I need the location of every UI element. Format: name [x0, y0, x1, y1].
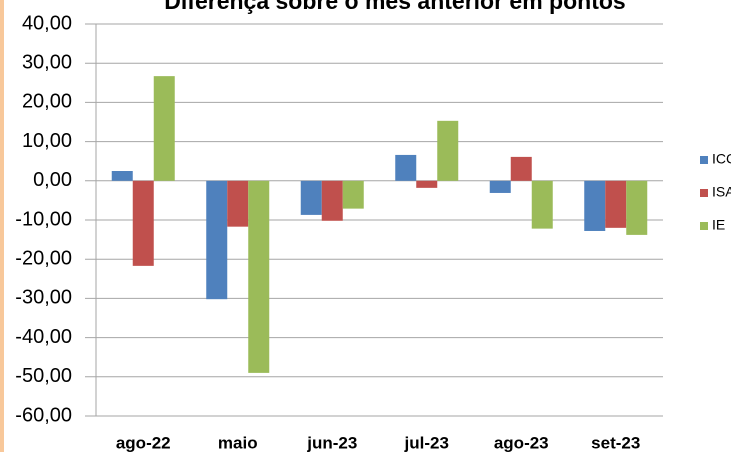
- bar: [584, 180, 606, 231]
- bar: [489, 180, 511, 193]
- y-tick-label: -60,00: [15, 404, 72, 426]
- y-tick-label: 40,00: [22, 12, 72, 34]
- y-tick-label: -20,00: [15, 247, 72, 269]
- x-tick-label: jul-23: [404, 433, 449, 452]
- x-tick-label: ago-23: [494, 433, 549, 452]
- x-tick-label: ago-22: [116, 433, 171, 452]
- y-tick-label: -40,00: [15, 326, 72, 348]
- bar: [342, 180, 364, 209]
- x-tick-label: set-23: [591, 433, 640, 452]
- chart-title: Diferença sobre o mês anterior em pontos: [164, 0, 625, 14]
- y-tick-label: 10,00: [22, 130, 72, 152]
- bar: [437, 120, 459, 181]
- bar: [395, 154, 417, 181]
- bar: [300, 180, 322, 215]
- y-tick-label: 0,00: [33, 169, 72, 191]
- bar: [206, 180, 228, 300]
- legend-label: ISA: [712, 184, 731, 200]
- legend-swatch: [700, 189, 708, 197]
- bar: [605, 180, 627, 228]
- bar: [321, 180, 343, 221]
- legend-swatch: [700, 156, 708, 164]
- legend-label: ICC: [712, 151, 731, 167]
- bar: [227, 180, 249, 227]
- y-tick-label: -30,00: [15, 287, 72, 309]
- side-strip: [0, 0, 4, 452]
- x-tick-label: maio: [218, 433, 258, 452]
- legend-label: IE: [712, 217, 725, 233]
- bar: [132, 180, 154, 266]
- y-tick-label: 30,00: [22, 51, 72, 73]
- bar: [626, 180, 648, 235]
- y-tick-label: -50,00: [15, 365, 72, 387]
- bar: [510, 156, 532, 181]
- y-tick-label: -10,00: [15, 208, 72, 230]
- x-tick-label: jun-23: [306, 433, 357, 452]
- legend-swatch: [700, 222, 708, 230]
- bar: [416, 180, 438, 188]
- y-tick-label: 20,00: [22, 91, 72, 113]
- bar: [153, 76, 175, 181]
- bar: [248, 180, 270, 373]
- bar: [531, 180, 553, 229]
- bar: [111, 171, 133, 181]
